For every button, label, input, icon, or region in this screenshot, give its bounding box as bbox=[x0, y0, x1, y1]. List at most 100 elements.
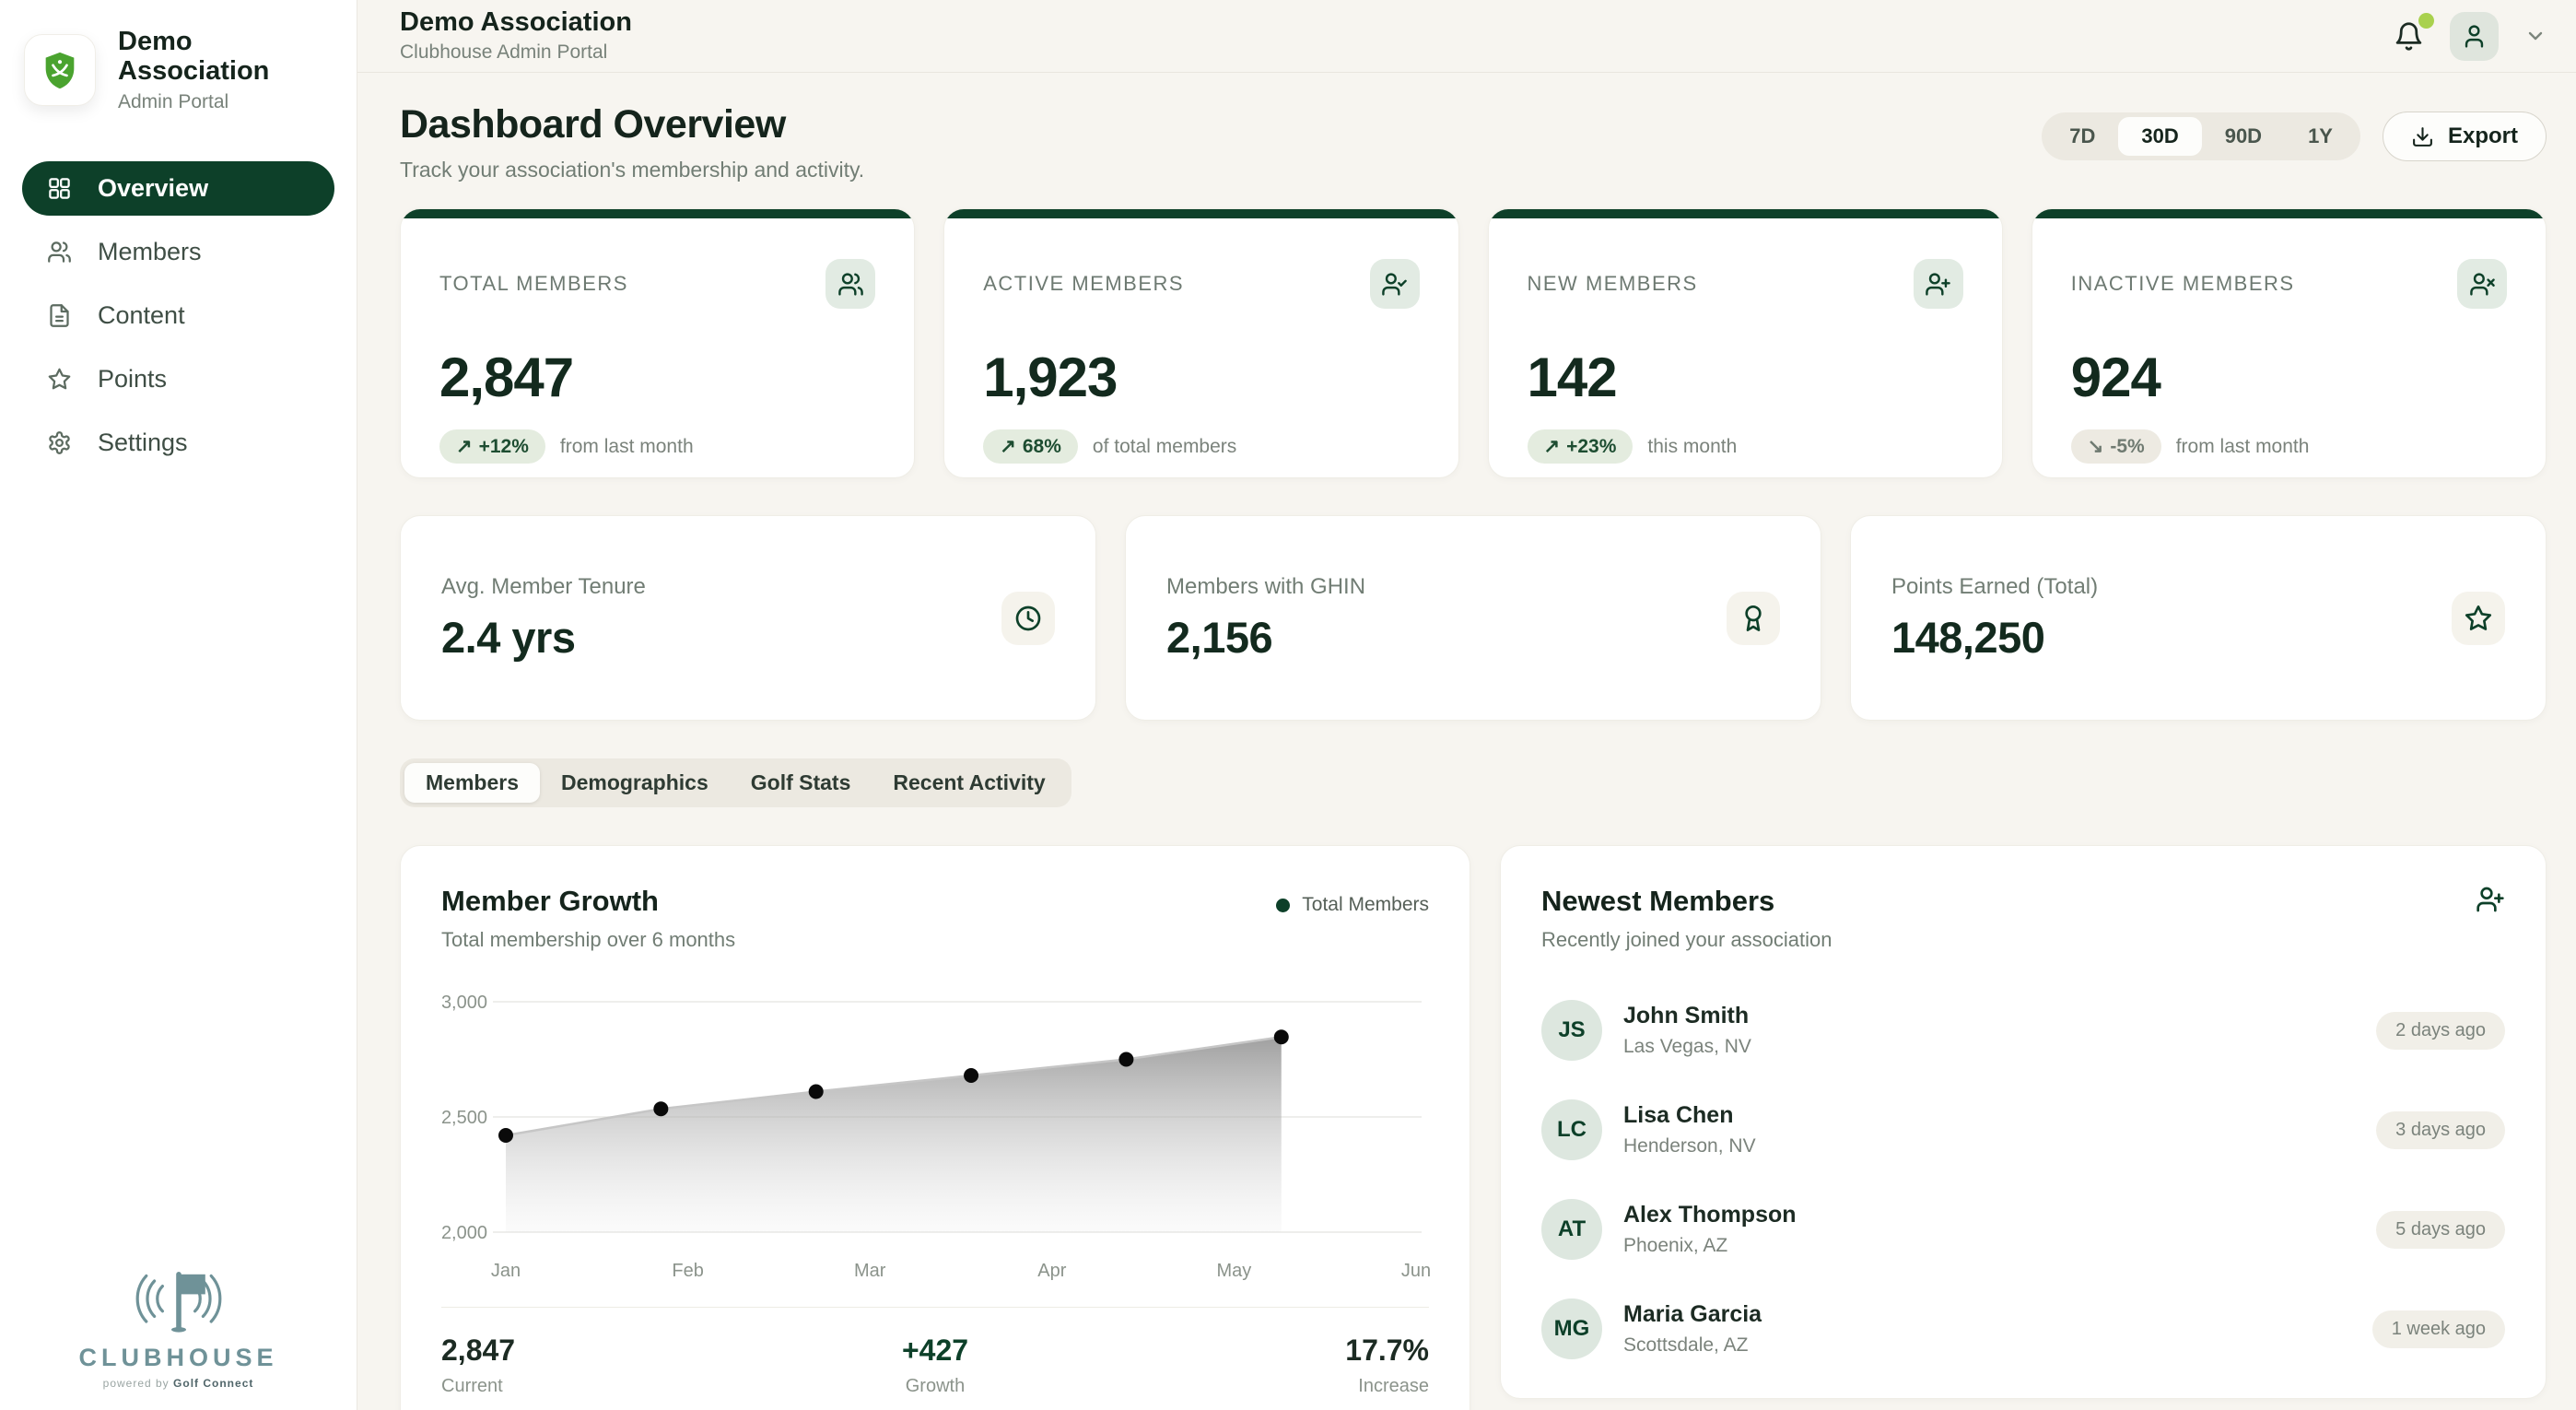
clock-icon bbox=[1015, 605, 1041, 630]
stat-icon-tile bbox=[1913, 259, 1963, 309]
user-icon bbox=[2465, 24, 2484, 48]
stat-card-foot: ↗ +23% this month bbox=[1527, 429, 1963, 464]
user-plus-icon bbox=[2476, 887, 2504, 912]
stat-icon-tile bbox=[825, 259, 876, 309]
sidebar-item-label: Overview bbox=[98, 173, 209, 202]
dashboard-icon bbox=[49, 178, 70, 199]
sidebar-item-members[interactable]: Members bbox=[22, 225, 334, 279]
star-icon bbox=[48, 368, 71, 390]
star-icon bbox=[2465, 605, 2492, 630]
brand-subtitle: Admin Portal bbox=[118, 90, 229, 112]
trend-badge: ↗ 68% bbox=[983, 429, 1078, 464]
account-menu-chevron[interactable] bbox=[2524, 25, 2547, 47]
stat-value: 1,923 bbox=[983, 347, 1118, 408]
x-tick-label: Mar bbox=[854, 1261, 886, 1281]
member-avatar: JS bbox=[1541, 1000, 1602, 1061]
range-1y[interactable]: 1Y bbox=[2308, 124, 2333, 147]
y-tick-label: 3,000 bbox=[441, 993, 487, 1013]
tab-golf-stats[interactable]: Golf Stats bbox=[750, 770, 851, 794]
sidebar-item-settings[interactable]: Settings bbox=[22, 416, 334, 470]
chart-stat-label: Growth bbox=[905, 1376, 966, 1396]
trend-badge-value: +23% bbox=[1566, 435, 1617, 457]
mini-card-members-with-ghin: Members with GHIN 2,156 bbox=[1125, 515, 1821, 721]
member-row-alex-thompson[interactable]: AT Alex Thompson Phoenix, AZ 5 days ago bbox=[1541, 1199, 2505, 1260]
powered-by: powered by Golf Connect bbox=[103, 1377, 254, 1390]
range-7d[interactable]: 7D bbox=[2069, 124, 2096, 147]
chart-stat-increase: 17.7% Increase bbox=[1100, 1334, 1429, 1397]
chart-stat-label: Current bbox=[441, 1376, 503, 1396]
award-icon bbox=[1745, 605, 1762, 631]
notifications-button[interactable] bbox=[2394, 12, 2434, 52]
user-avatar-button[interactable] bbox=[2450, 11, 2499, 61]
chart-stat-label: Increase bbox=[1358, 1376, 1429, 1396]
bottom-panels: Member Growth Total membership over 6 mo… bbox=[400, 845, 2547, 1410]
trend-badge-value: 68% bbox=[1022, 435, 1061, 457]
brand-text: Demo Association Admin Portal bbox=[118, 27, 333, 113]
member-growth-titles: Member Growth Total membership over 6 mo… bbox=[441, 885, 735, 952]
range-90d[interactable]: 90D bbox=[2224, 124, 2263, 147]
sidebar-item-points[interactable]: Points bbox=[22, 352, 334, 406]
tab-recent-activity[interactable]: Recent Activity bbox=[893, 770, 1046, 794]
bell-icon bbox=[2395, 21, 2422, 51]
export-button[interactable]: Export bbox=[2382, 112, 2547, 161]
y-tick-label: 2,500 bbox=[441, 1108, 487, 1128]
tab-demographics[interactable]: Demographics bbox=[560, 770, 708, 794]
member-name: Lisa Chen bbox=[1623, 1102, 1734, 1128]
topbar-actions bbox=[2394, 11, 2547, 61]
x-tick-label: Jun bbox=[1401, 1261, 1431, 1281]
stat-card-new-members: NEW MEMBERS 142 ↗ +23% this month bbox=[1487, 208, 2003, 478]
range-30d[interactable]: 30D bbox=[2118, 117, 2202, 156]
sidebar-item-label: Content bbox=[98, 300, 185, 329]
stat-icon-tile bbox=[2457, 259, 2507, 309]
file-text-icon bbox=[50, 303, 69, 327]
stat-card-top: TOTAL MEMBERS bbox=[439, 259, 876, 309]
mini-card-label: Avg. Member Tenure bbox=[441, 573, 646, 599]
stat-icon-tile bbox=[1369, 259, 1420, 309]
member-info: John Smith Las Vegas, NV bbox=[1623, 1003, 1751, 1058]
stat-value: 924 bbox=[2070, 347, 2161, 408]
golf-flag-signal-icon bbox=[135, 1272, 221, 1333]
member-row-maria-garcia[interactable]: MG Maria Garcia Scottsdale, AZ 1 week ag… bbox=[1541, 1298, 2505, 1359]
add-member-button[interactable] bbox=[2476, 885, 2505, 914]
trend-up-icon: ↗ bbox=[1000, 436, 1016, 457]
main-area: Demo Association Clubhouse Admin Portal bbox=[357, 0, 2576, 1410]
stat-value: 142 bbox=[1527, 347, 1618, 408]
member-name: John Smith bbox=[1623, 1003, 1750, 1028]
newest-members-list: JS John Smith Las Vegas, NV 2 days ago L… bbox=[1541, 1000, 2505, 1359]
member-row-john-smith[interactable]: JS John Smith Las Vegas, NV 2 days ago bbox=[1541, 1000, 2505, 1061]
member-joined-badge: 3 days ago bbox=[2376, 1110, 2505, 1149]
sidebar-item-content[interactable]: Content bbox=[22, 288, 334, 343]
member-avatar: LC bbox=[1541, 1099, 1602, 1160]
brand: Demo Association Admin Portal bbox=[0, 0, 357, 135]
date-range-selector: 7D 30D 90D 1Y bbox=[2042, 112, 2360, 160]
trend-badge: ↗ +23% bbox=[1527, 429, 1633, 464]
mini-card-label: Points Earned (Total) bbox=[1891, 573, 2099, 599]
stat-card-top: ACTIVE MEMBERS bbox=[983, 259, 1420, 309]
tab-members[interactable]: Members bbox=[404, 763, 540, 803]
brand-name: Demo Association bbox=[118, 27, 270, 86]
member-joined-badge: 1 week ago bbox=[2371, 1310, 2505, 1348]
user-x-icon bbox=[2469, 272, 2495, 296]
trend-badge: ↗ +12% bbox=[439, 429, 545, 464]
member-row-lisa-chen[interactable]: LC Lisa Chen Henderson, NV 3 days ago bbox=[1541, 1099, 2505, 1160]
chart-stat-value: +427 bbox=[901, 1334, 969, 1367]
sidebar-item-label: Settings bbox=[98, 428, 188, 456]
member-avatar: AT bbox=[1541, 1199, 1602, 1260]
member-location: Henderson, NV bbox=[1623, 1135, 1756, 1157]
stat-label: TOTAL MEMBERS bbox=[439, 272, 628, 295]
chart-legend: Total Members bbox=[1276, 894, 1429, 916]
mini-card-value: 2.4 yrs bbox=[441, 612, 576, 662]
mini-card-text: Avg. Member Tenure 2.4 yrs bbox=[441, 574, 646, 663]
member-location: Las Vegas, NV bbox=[1623, 1036, 1751, 1057]
mini-card-icon-tile bbox=[1001, 591, 1055, 645]
notification-dot bbox=[2418, 12, 2434, 29]
legend-dot-icon bbox=[1276, 898, 1291, 912]
chart-stat-value: 17.7% bbox=[1345, 1334, 1429, 1367]
sidebar-item-overview[interactable]: Overview bbox=[22, 160, 334, 216]
y-tick-label: 2,000 bbox=[441, 1223, 487, 1243]
stat-card-total-members: TOTAL MEMBERS 2,847 ↗ +12% from last mon… bbox=[400, 208, 916, 478]
data-point bbox=[653, 1101, 669, 1117]
member-name: Alex Thompson bbox=[1623, 1202, 1797, 1228]
stat-note: from last month bbox=[559, 435, 694, 457]
x-tick-label: Apr bbox=[1037, 1261, 1066, 1281]
